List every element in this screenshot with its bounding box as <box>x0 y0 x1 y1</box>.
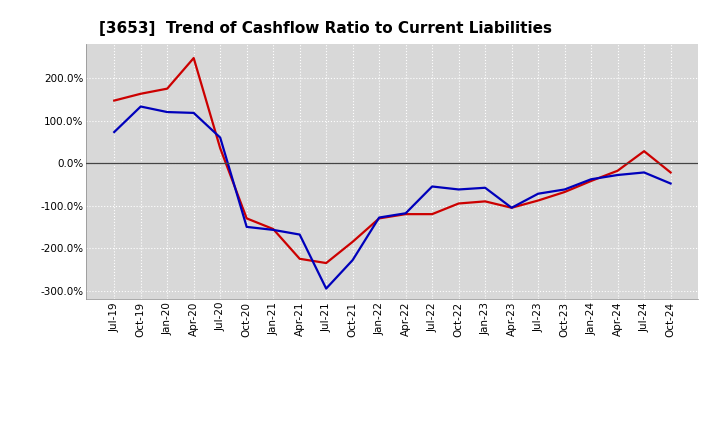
Operating CF to Current Liabilities <box>189 55 198 61</box>
Free CF to Current Liabilities <box>322 286 330 291</box>
Free CF to Current Liabilities <box>666 181 675 186</box>
Legend: Operating CF to Current Liabilities, Free CF to Current Liabilities: Operating CF to Current Liabilities, Fre… <box>155 438 630 440</box>
Operating CF to Current Liabilities <box>454 201 463 206</box>
Free CF to Current Liabilities <box>243 224 251 230</box>
Operating CF to Current Liabilities <box>295 256 304 261</box>
Operating CF to Current Liabilities <box>163 86 171 92</box>
Free CF to Current Liabilities <box>481 185 490 191</box>
Free CF to Current Liabilities <box>348 257 357 263</box>
Free CF to Current Liabilities <box>613 172 622 178</box>
Free CF to Current Liabilities <box>428 184 436 189</box>
Operating CF to Current Liabilities <box>322 260 330 266</box>
Operating CF to Current Liabilities <box>216 146 225 151</box>
Free CF to Current Liabilities <box>534 191 542 196</box>
Free CF to Current Liabilities <box>375 215 384 220</box>
Operating CF to Current Liabilities <box>348 239 357 245</box>
Operating CF to Current Liabilities <box>640 149 649 154</box>
Free CF to Current Liabilities <box>110 129 119 135</box>
Free CF to Current Liabilities <box>163 110 171 115</box>
Operating CF to Current Liabilities <box>666 170 675 175</box>
Operating CF to Current Liabilities <box>136 91 145 96</box>
Free CF to Current Liabilities <box>508 205 516 210</box>
Free CF to Current Liabilities <box>216 135 225 140</box>
Operating CF to Current Liabilities <box>613 168 622 173</box>
Free CF to Current Liabilities <box>587 176 595 182</box>
Operating CF to Current Liabilities <box>481 199 490 204</box>
Line: Free CF to Current Liabilities: Free CF to Current Liabilities <box>114 106 670 289</box>
Operating CF to Current Liabilities <box>375 216 384 221</box>
Operating CF to Current Liabilities <box>401 212 410 217</box>
Line: Operating CF to Current Liabilities: Operating CF to Current Liabilities <box>114 58 670 263</box>
Free CF to Current Liabilities <box>269 227 277 232</box>
Free CF to Current Liabilities <box>640 170 649 175</box>
Operating CF to Current Liabilities <box>110 98 119 103</box>
Operating CF to Current Liabilities <box>428 212 436 217</box>
Operating CF to Current Liabilities <box>534 198 542 203</box>
Operating CF to Current Liabilities <box>243 216 251 221</box>
Operating CF to Current Liabilities <box>587 178 595 183</box>
Free CF to Current Liabilities <box>401 211 410 216</box>
Free CF to Current Liabilities <box>295 232 304 237</box>
Free CF to Current Liabilities <box>136 104 145 109</box>
Operating CF to Current Liabilities <box>560 189 569 194</box>
Free CF to Current Liabilities <box>560 187 569 192</box>
Text: [3653]  Trend of Cashflow Ratio to Current Liabilities: [3653] Trend of Cashflow Ratio to Curren… <box>99 21 552 36</box>
Free CF to Current Liabilities <box>189 110 198 116</box>
Free CF to Current Liabilities <box>454 187 463 192</box>
Operating CF to Current Liabilities <box>508 205 516 210</box>
Operating CF to Current Liabilities <box>269 226 277 231</box>
